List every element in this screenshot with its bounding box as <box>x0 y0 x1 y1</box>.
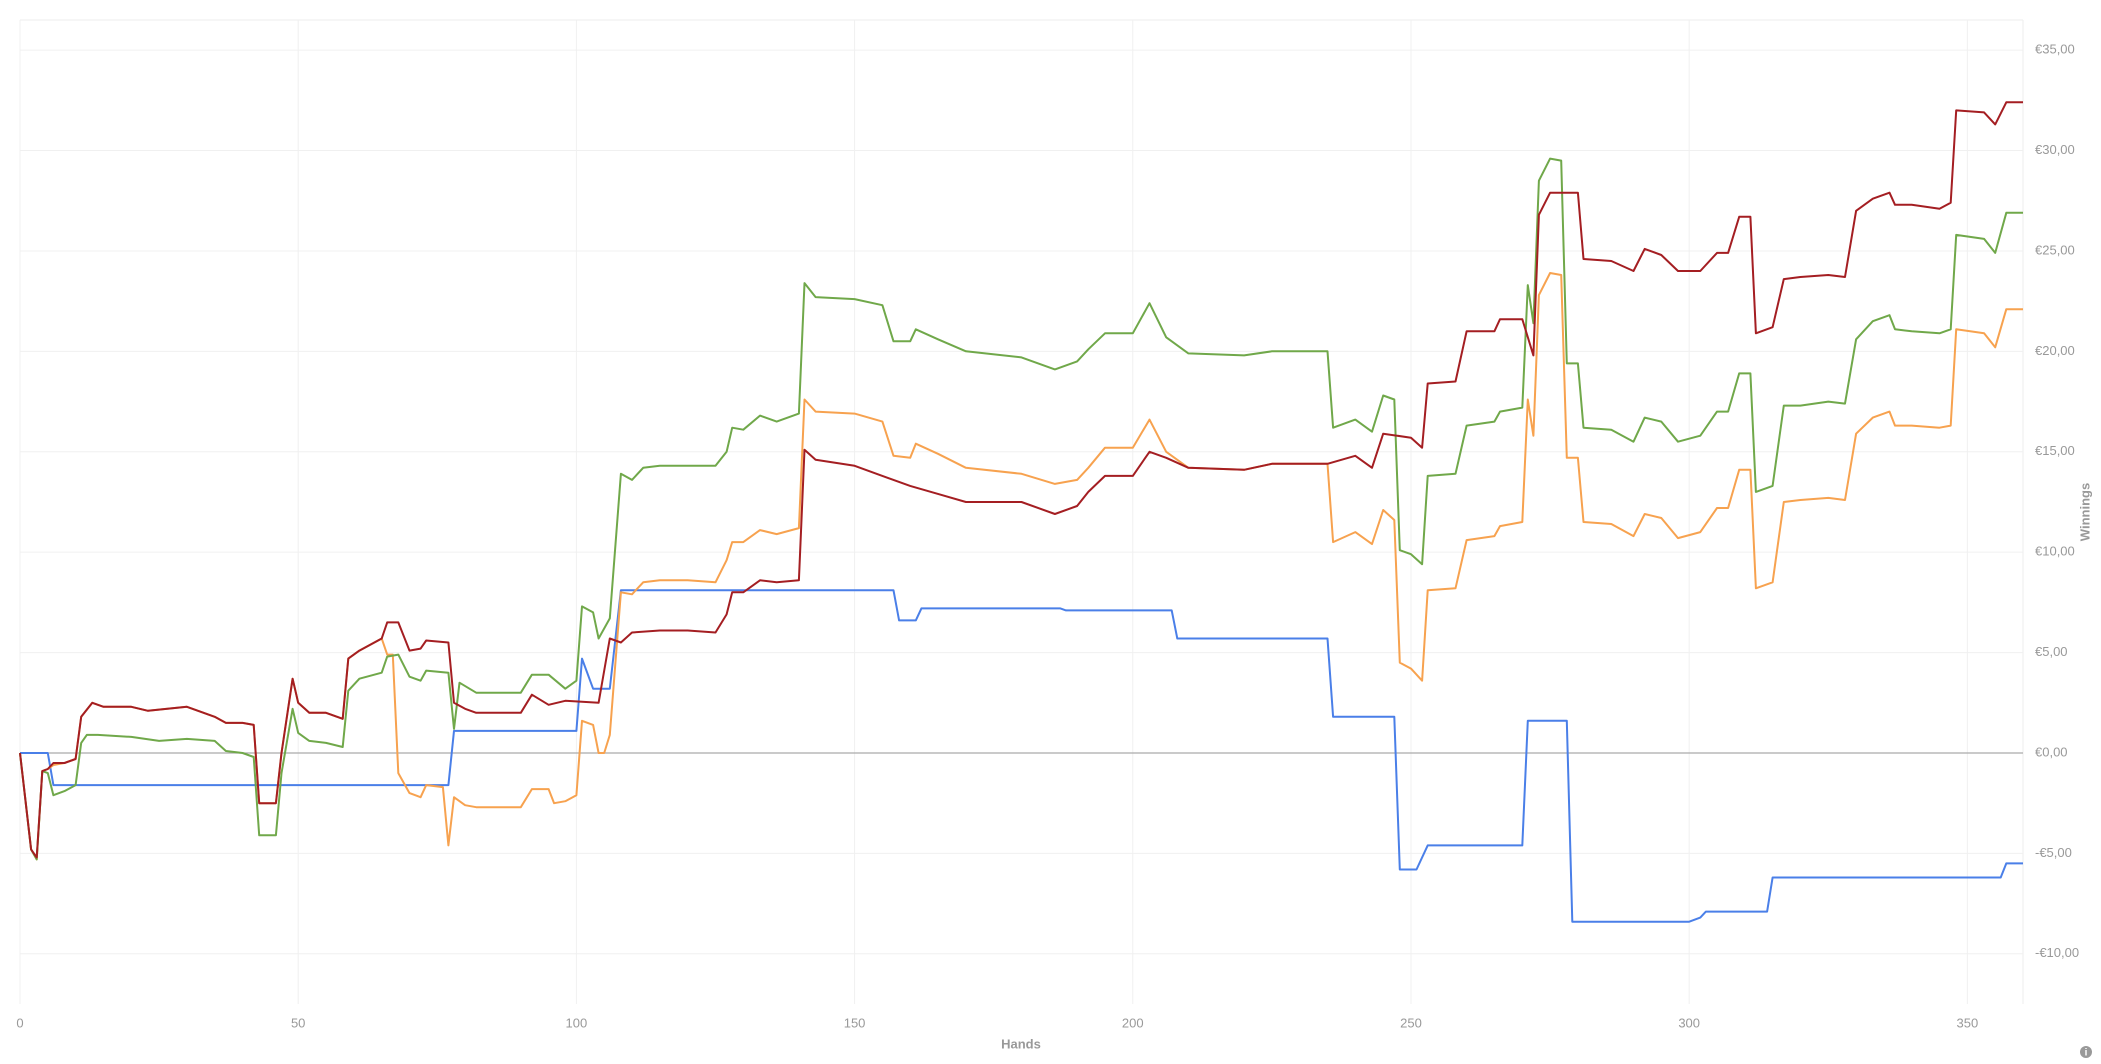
series-line <box>20 589 2023 923</box>
series-line <box>19 272 2023 861</box>
y-axis-title: Winnings <box>2077 483 2092 541</box>
y-tick-label: -€10,00 <box>2035 945 2079 960</box>
x-tick-label: 200 <box>1122 1015 1144 1030</box>
y-tick-label: €5,00 <box>2035 644 2068 659</box>
y-tick-label: €15,00 <box>2035 443 2075 458</box>
y-tick-label: €10,00 <box>2035 544 2075 559</box>
x-tick-label: 100 <box>566 1015 588 1030</box>
y-tick-label: €20,00 <box>2035 343 2075 358</box>
x-tick-label: 350 <box>1957 1015 1979 1030</box>
x-tick-label: 50 <box>291 1015 305 1030</box>
series-line <box>19 157 2023 861</box>
x-tick-label: 150 <box>844 1015 866 1030</box>
x-axis-title: Hands <box>1001 1036 1041 1051</box>
series-line <box>19 101 2023 859</box>
x-tick-label: 250 <box>1400 1015 1422 1030</box>
y-tick-label: €25,00 <box>2035 242 2075 257</box>
x-tick-label: 0 <box>16 1015 23 1030</box>
y-tick-label: -€5,00 <box>2035 845 2072 860</box>
info-icon[interactable] <box>2080 1046 2092 1058</box>
y-tick-label: €0,00 <box>2035 744 2068 759</box>
y-tick-label: €35,00 <box>2035 42 2075 57</box>
y-tick-label: €30,00 <box>2035 142 2075 157</box>
info-icon-glyph: i <box>2085 1048 2088 1059</box>
x-tick-label: 300 <box>1678 1015 1700 1030</box>
